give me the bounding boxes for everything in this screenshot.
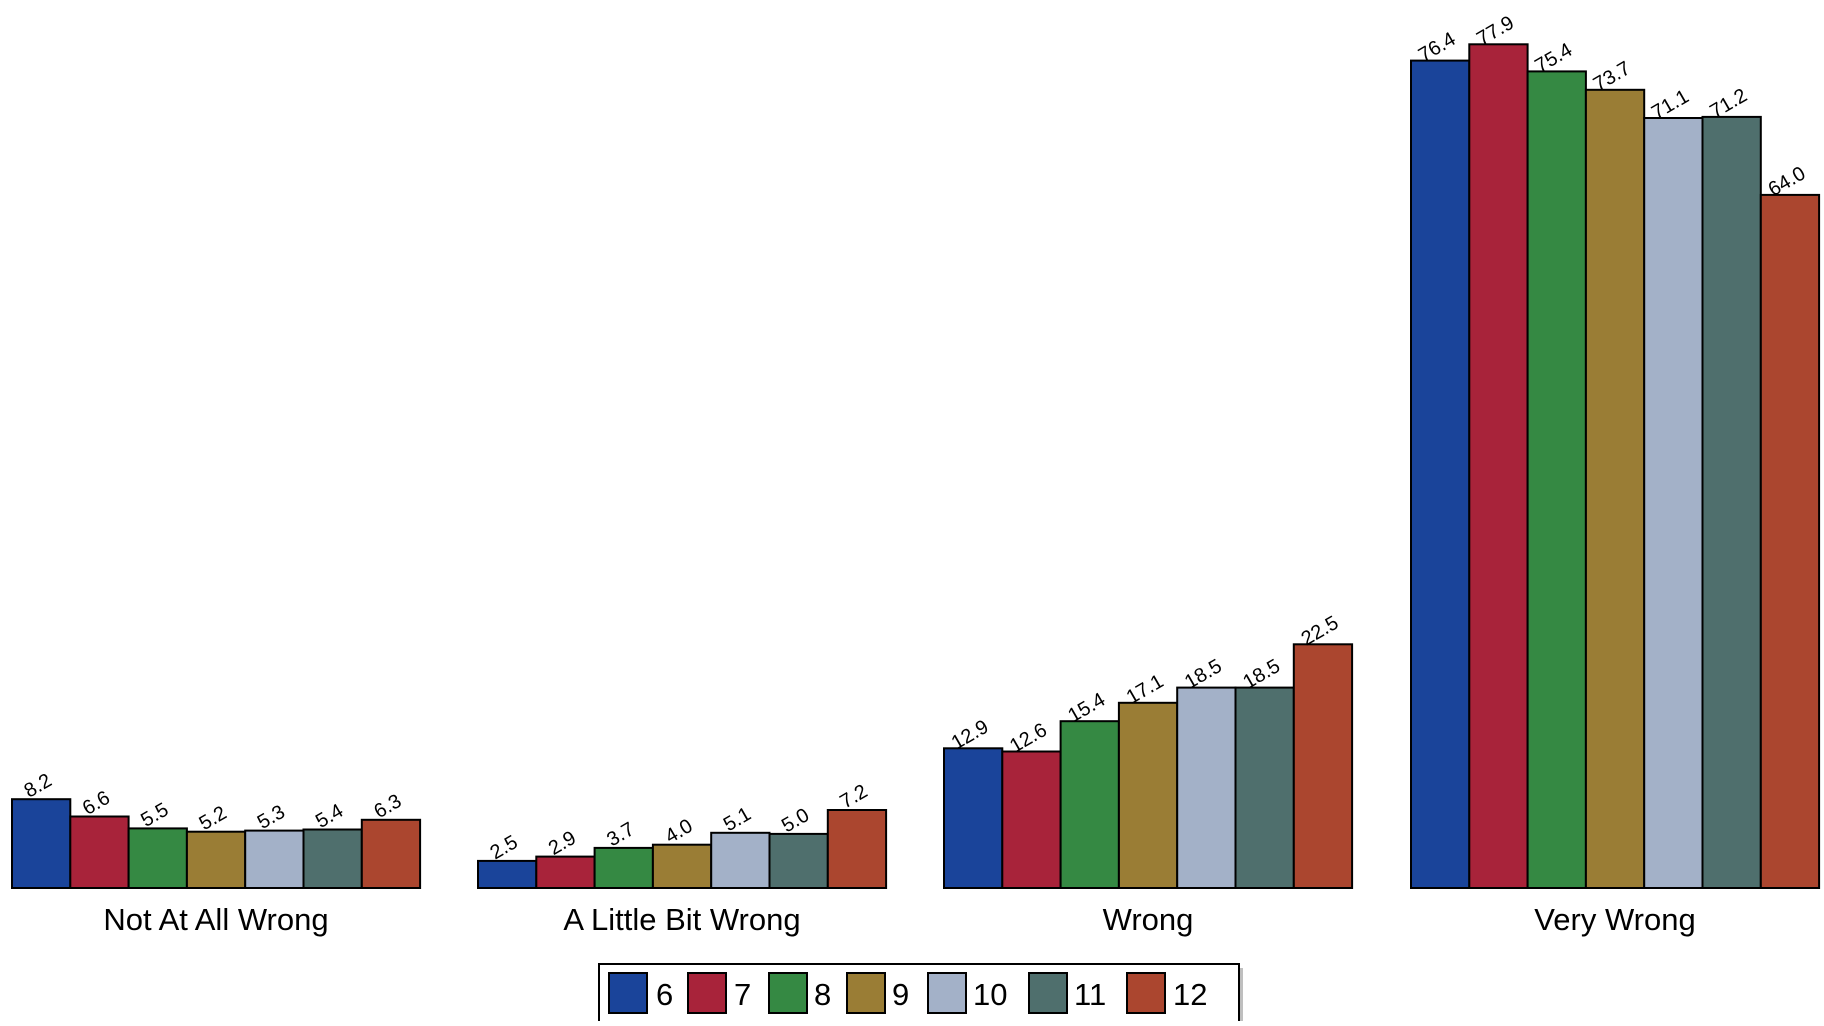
legend-swatch [608, 972, 648, 1014]
legend-label: 11 [1074, 977, 1106, 1012]
bar [710, 831, 771, 889]
bar [593, 846, 654, 890]
data-label: 6.3 [370, 790, 405, 823]
legend-label: 12 [1173, 977, 1207, 1012]
bar [651, 843, 713, 890]
legend-swatch [687, 972, 727, 1014]
legend-swatch [768, 972, 808, 1014]
data-label: 5.2 [195, 802, 230, 835]
bar [1117, 701, 1179, 889]
category-label: Very Wrong [1534, 902, 1695, 937]
category-label: A Little Bit Wrong [563, 902, 800, 937]
legend-swatch [1126, 972, 1166, 1014]
bar [1468, 43, 1529, 890]
bar [69, 815, 130, 889]
data-label: 5.1 [720, 803, 755, 836]
data-label: 8.2 [21, 770, 56, 803]
bar [1001, 750, 1062, 889]
legend-label: 7 [734, 977, 751, 1012]
bar [1292, 643, 1354, 889]
data-label: 5.4 [312, 800, 347, 833]
legend-label: 8 [814, 977, 831, 1012]
bar [1584, 88, 1646, 890]
category-label: Not At All Wrong [103, 902, 328, 937]
bar [1526, 70, 1587, 889]
bar [826, 809, 888, 889]
bar [1059, 720, 1120, 890]
data-label: 5.3 [254, 801, 289, 834]
data-label: 2.5 [487, 831, 522, 864]
category-label: Wrong [1103, 902, 1194, 937]
data-label: 6.6 [79, 787, 114, 820]
data-label: 5.5 [137, 799, 172, 832]
bar [1176, 686, 1237, 889]
data-label: 2.9 [545, 827, 580, 860]
legend-swatch [927, 972, 967, 1014]
data-label: 3.7 [603, 818, 638, 851]
bar [360, 818, 422, 889]
legend-swatch [846, 972, 886, 1014]
data-label: 4.0 [661, 815, 696, 848]
bar [244, 829, 305, 889]
bar [302, 828, 363, 889]
bar [768, 832, 829, 890]
legend: 6 7 8 9 10 11 12 [598, 963, 1243, 1026]
bar [477, 859, 538, 890]
bar [1234, 686, 1295, 889]
bar-group: 8.2 6.6 5.5 5.2 5.3 5.4 6.3 Not At All Wrong [11, 770, 422, 937]
bar [943, 747, 1004, 889]
bar [535, 855, 596, 889]
data-label: 5.0 [778, 804, 813, 837]
legend-label: 6 [656, 977, 673, 1012]
legend-swatch [1028, 972, 1068, 1014]
legend-label: 10 [973, 977, 1007, 1012]
data-label: 7.2 [836, 780, 871, 813]
legend-label: 9 [892, 977, 909, 1012]
bar [11, 798, 72, 890]
bar [1643, 117, 1704, 889]
bar-group: 2.5 2.9 3.7 4.0 5.1 5.0 7.2 A Little Bit Wrong [477, 780, 888, 937]
plot-area: 8.2 6.6 5.5 5.2 5.3 5.4 6.3 Not At All Wrong 2.5… [11, 12, 1821, 937]
bar [1759, 193, 1821, 889]
bar [1410, 59, 1471, 890]
bar [1701, 115, 1762, 889]
bar [127, 827, 188, 890]
bar [185, 830, 247, 890]
